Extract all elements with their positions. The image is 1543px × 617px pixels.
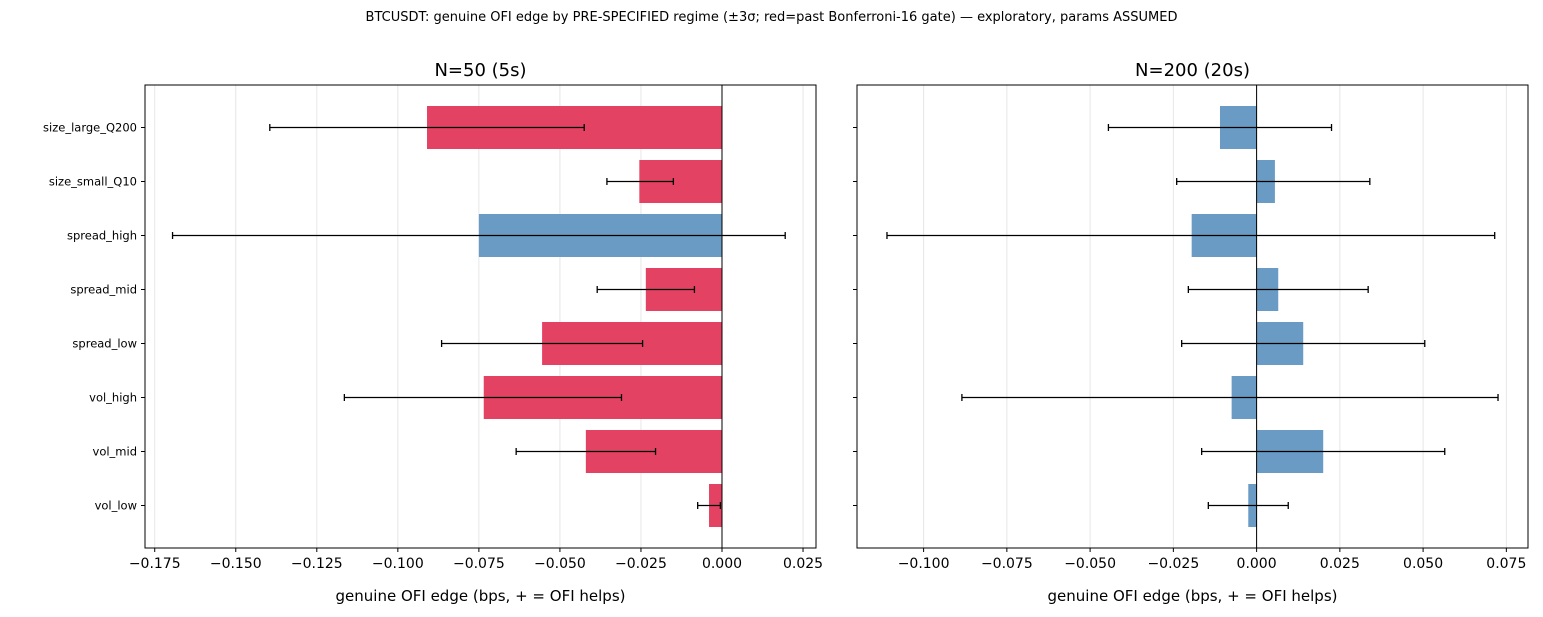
x-tick-label: −0.050: [534, 556, 586, 572]
y-tick-label-spread_mid: spread_mid: [70, 283, 137, 297]
y-tick-label-spread_low: spread_low: [72, 337, 137, 351]
x-tick-label: −0.025: [1147, 556, 1199, 572]
x-axis-label: genuine OFI edge (bps, + = OFI helps): [336, 587, 626, 605]
y-tick-label-size_small_Q10: size_small_Q10: [49, 175, 137, 189]
panel-n200: −0.100 −0.075 −0.050 −0.025 0.000 0.025 0.050 0…: [853, 60, 1529, 605]
panel-title: N=200 (20s): [1135, 60, 1250, 81]
x-tick-label: −0.050: [1064, 556, 1116, 572]
x-tick-label: −0.175: [129, 556, 181, 572]
axes-frame: [144, 84, 817, 549]
x-tick-label: 0.000: [1237, 556, 1277, 572]
x-axis-label: genuine OFI edge (bps, + = OFI helps): [1048, 587, 1338, 605]
x-tick-label: 0.025: [783, 556, 823, 572]
y-tick-label-vol_mid: vol_mid: [93, 445, 137, 459]
x-tick-label: −0.125: [291, 556, 343, 572]
x-tick-label: −0.100: [372, 556, 424, 572]
panel-title: N=50 (5s): [434, 60, 526, 81]
x-tick-label: 0.025: [1320, 556, 1360, 572]
x-tick-label: 0.075: [1486, 556, 1526, 572]
y-tick-label-spread_high: spread_high: [67, 229, 137, 243]
x-tick-label: 0.050: [1403, 556, 1443, 572]
x-tick-label: −0.075: [453, 556, 505, 572]
figure-suptitle: BTCUSDT: genuine OFI edge by PRE-SPECIFI…: [365, 10, 1178, 25]
x-tick-label: 0.000: [702, 556, 742, 572]
panel-n50: −0.175 −0.150 −0.125 −0.100 −0.075 −0.050 −0.0…: [43, 60, 823, 605]
axes-frame: [856, 84, 1529, 549]
y-tick-label-vol_low: vol_low: [95, 499, 137, 513]
y-tick-label-vol_high: vol_high: [89, 391, 137, 405]
x-tick-label: −0.025: [615, 556, 667, 572]
x-tick-label: −0.150: [210, 556, 262, 572]
x-tick-label: −0.075: [981, 556, 1033, 572]
y-tick-label-size_large_Q200: size_large_Q200: [43, 121, 137, 135]
x-tick-label: −0.100: [898, 556, 950, 572]
